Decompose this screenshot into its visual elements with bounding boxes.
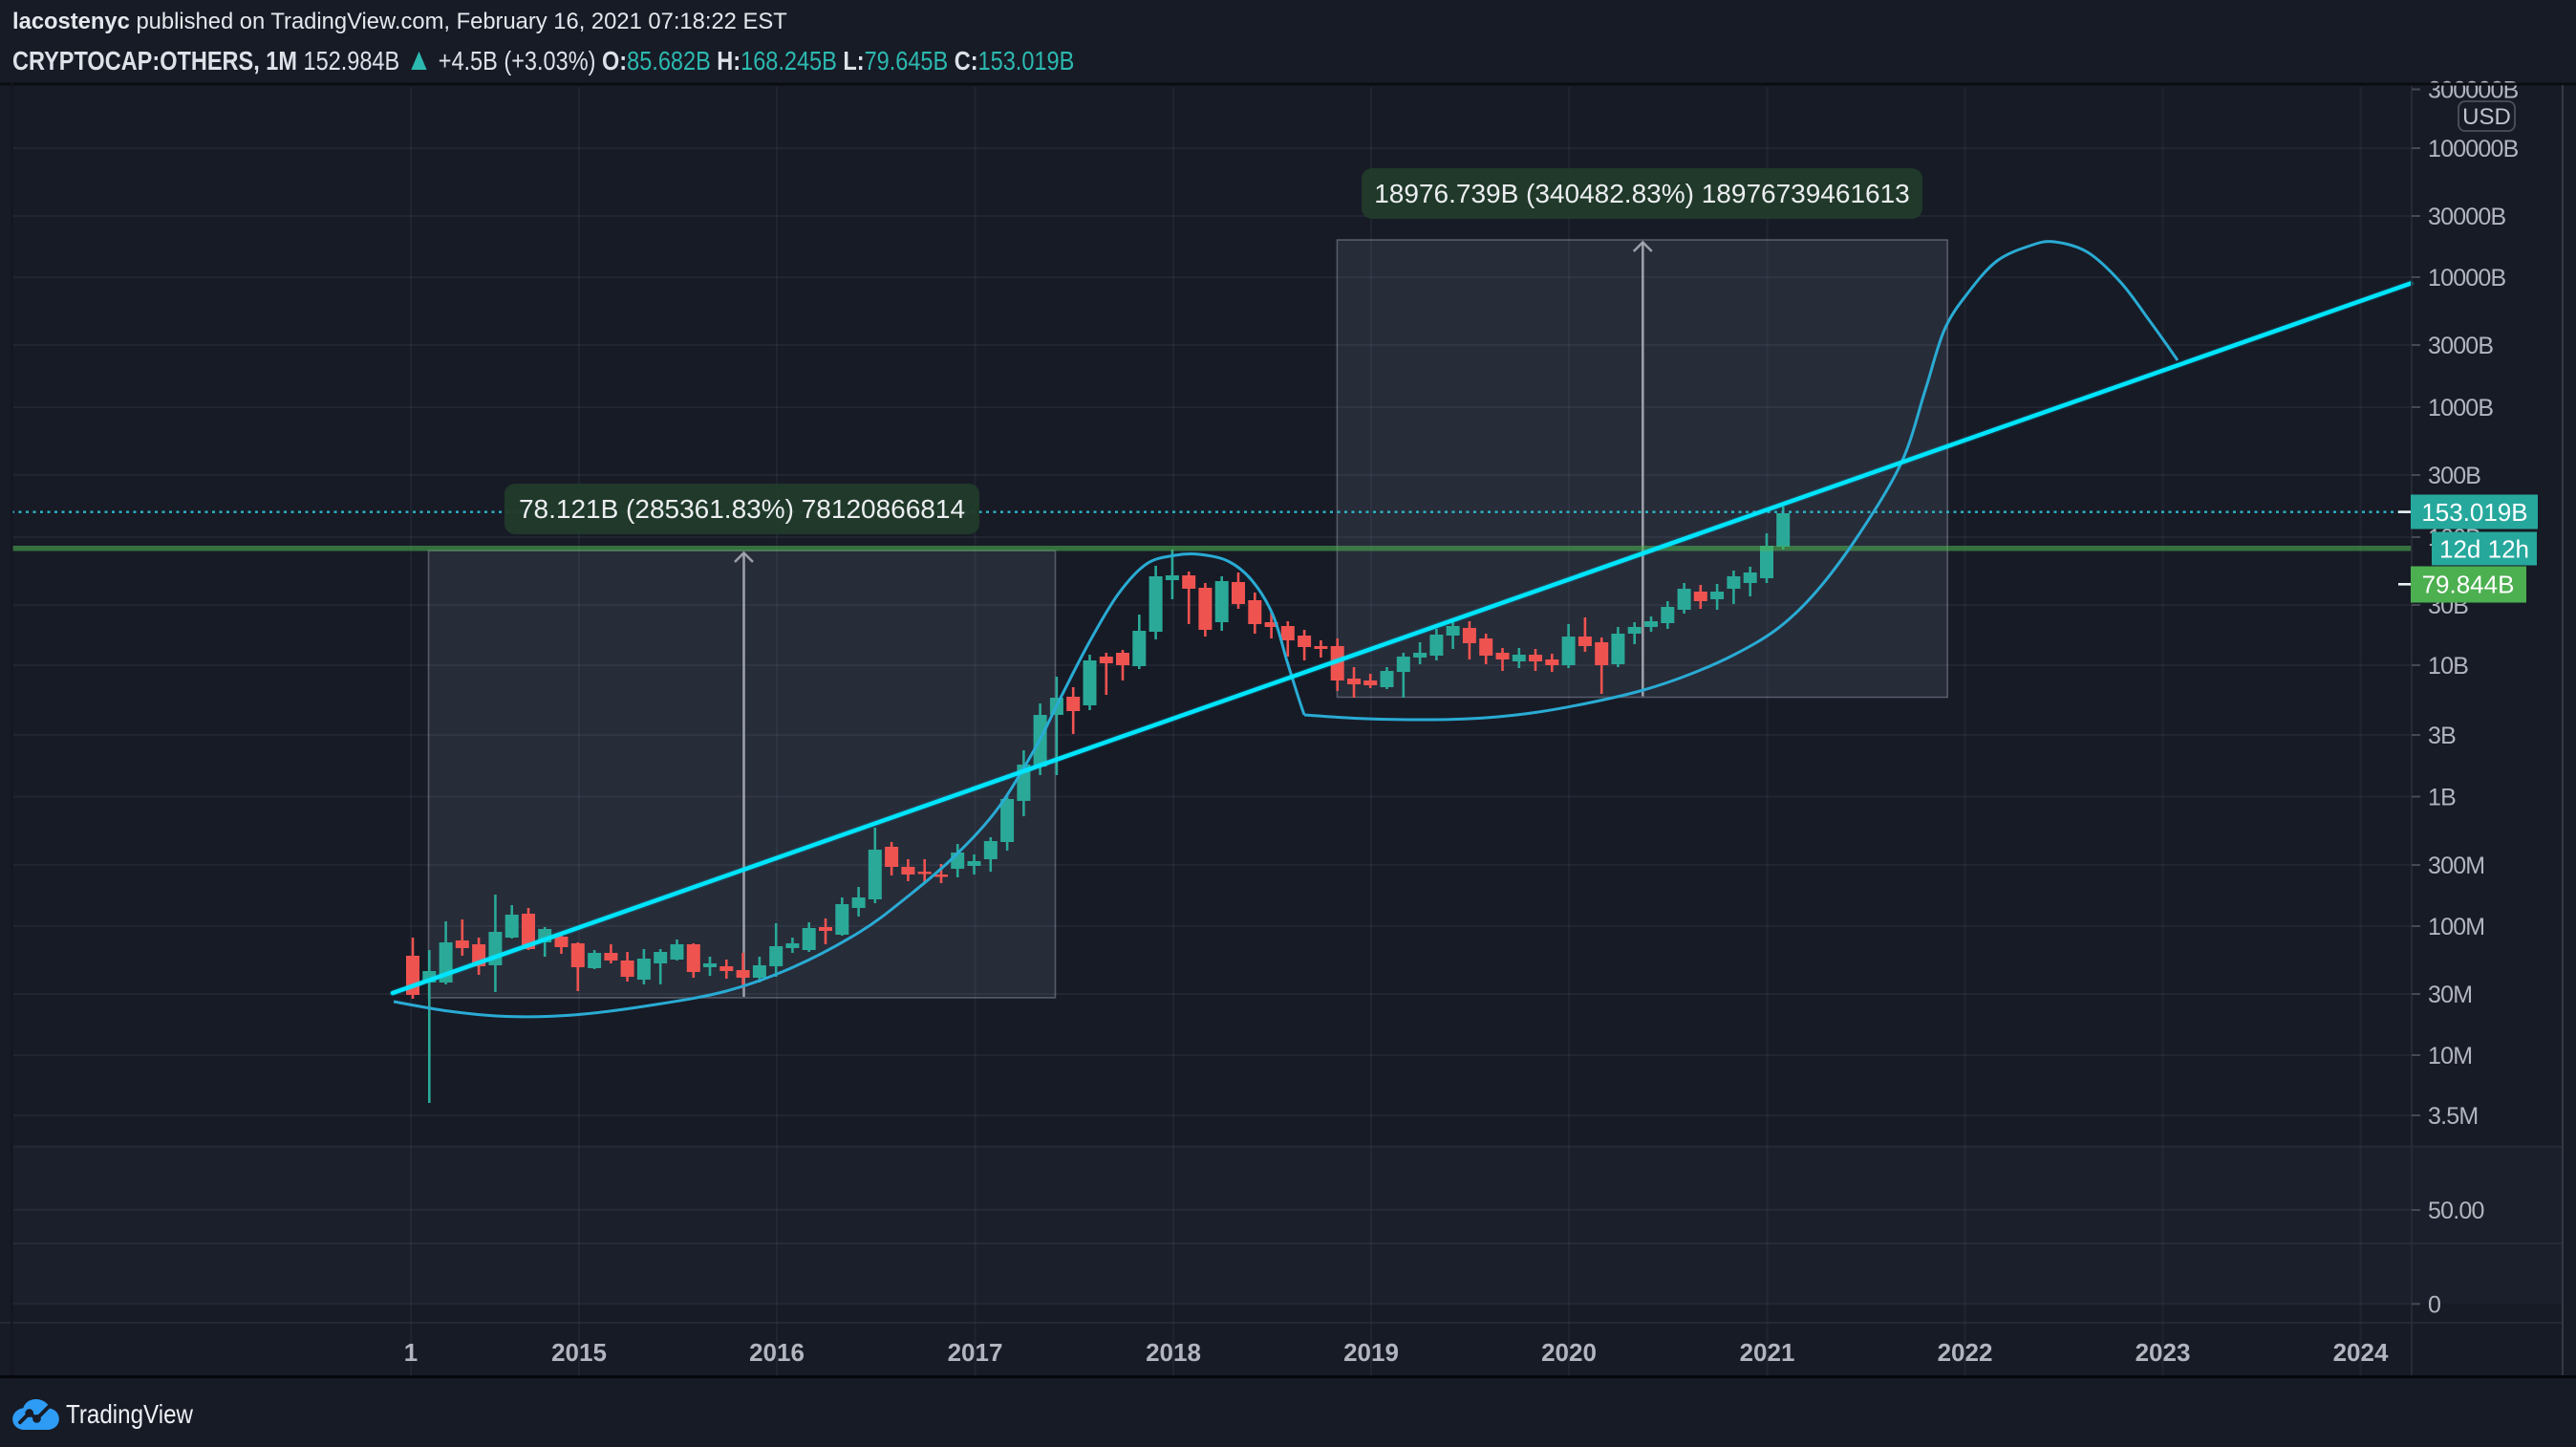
svg-text:USD: USD	[2462, 104, 2511, 130]
svg-text:2022: 2022	[1938, 1338, 1993, 1367]
svg-text:10M: 10M	[2428, 1043, 2472, 1069]
svg-text:3000B: 3000B	[2428, 333, 2493, 359]
svg-text:300B: 300B	[2428, 463, 2480, 489]
svg-text:2021: 2021	[1740, 1338, 1795, 1367]
svg-text:2016: 2016	[749, 1338, 805, 1367]
svg-text:1B: 1B	[2428, 785, 2456, 811]
svg-text:100M: 100M	[2428, 914, 2484, 940]
svg-text:2015: 2015	[551, 1338, 607, 1367]
svg-text:10B: 10B	[2428, 653, 2468, 680]
svg-text:3B: 3B	[2428, 723, 2456, 749]
svg-text:100000B: 100000B	[2428, 136, 2519, 162]
svg-text:2024: 2024	[2333, 1338, 2389, 1367]
svg-text:2018: 2018	[1146, 1338, 1201, 1367]
svg-text:2020: 2020	[1541, 1338, 1597, 1367]
svg-text:2017: 2017	[948, 1338, 1003, 1367]
svg-text:1000B: 1000B	[2428, 395, 2493, 421]
svg-text:153.019B: 153.019B	[2421, 498, 2527, 527]
svg-text:12d 12h: 12d 12h	[2439, 535, 2529, 564]
svg-text:18976.739B (340482.83%) 189767: 18976.739B (340482.83%) 18976739461613	[1374, 179, 1910, 208]
svg-text:2019: 2019	[1343, 1338, 1399, 1367]
svg-text:50.00: 50.00	[2428, 1198, 2484, 1224]
svg-text:79.844B: 79.844B	[2422, 571, 2515, 599]
svg-text:300000B: 300000B	[2428, 77, 2519, 104]
svg-text:3.5M: 3.5M	[2428, 1103, 2478, 1130]
svg-text:10000B: 10000B	[2428, 265, 2506, 292]
svg-text:1: 1	[404, 1338, 418, 1367]
svg-text:0: 0	[2428, 1291, 2440, 1318]
svg-text:2023: 2023	[2136, 1338, 2191, 1367]
svg-text:30000B: 30000B	[2428, 204, 2506, 230]
svg-text:300M: 300M	[2428, 853, 2484, 879]
svg-text:30M: 30M	[2428, 982, 2472, 1008]
svg-text:78.121B (285361.83%) 781208668: 78.121B (285361.83%) 78120866814	[519, 494, 965, 524]
